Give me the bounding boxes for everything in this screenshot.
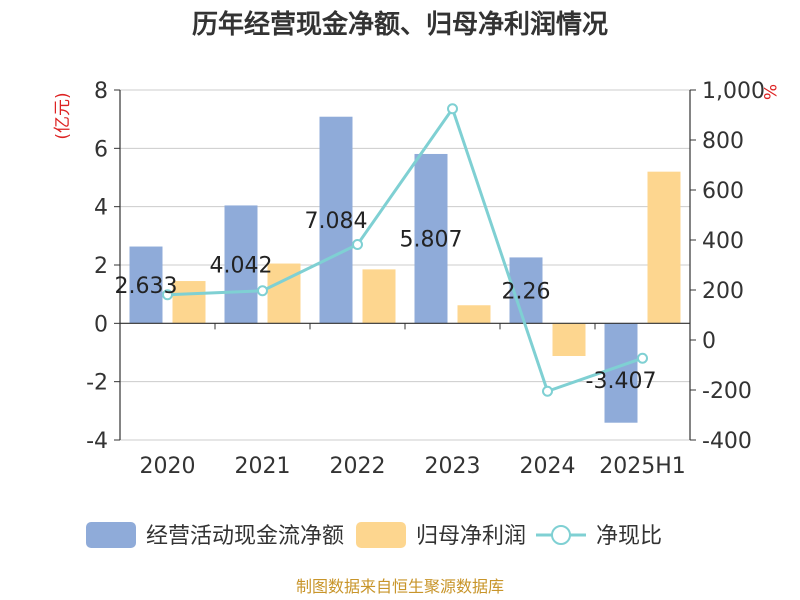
left-tick-label: -4 bbox=[86, 429, 108, 454]
x-tick-label: 2020 bbox=[140, 454, 196, 479]
line-point-2024 bbox=[542, 385, 553, 397]
right-tick-label: 800 bbox=[702, 129, 744, 154]
line-point-2025H1 bbox=[637, 352, 648, 364]
bar-1-2025H1 bbox=[647, 171, 681, 324]
legend-label-2: 净现比 bbox=[596, 524, 662, 549]
data-label-2022: 7.084 bbox=[305, 209, 368, 234]
line-point-2022 bbox=[352, 239, 363, 250]
x-tick-label: 2022 bbox=[330, 454, 386, 479]
bar-0-2020 bbox=[129, 246, 163, 324]
data-label-2021: 4.042 bbox=[210, 253, 273, 278]
bar-0-2025H1 bbox=[604, 323, 638, 423]
left-tick-label: 0 bbox=[94, 312, 108, 337]
x-tick-label: 2021 bbox=[235, 454, 291, 479]
x-tick-label: 2023 bbox=[425, 454, 481, 479]
legend-swatch-marker bbox=[551, 525, 571, 545]
data-label-2023: 5.807 bbox=[400, 228, 463, 253]
bar-0-2021 bbox=[224, 205, 258, 324]
right-tick-label: -200 bbox=[702, 379, 752, 404]
bar-1-2020 bbox=[172, 281, 206, 324]
legend-label-0: 经营活动现金流净额 bbox=[146, 524, 344, 549]
right-tick-label: 400 bbox=[702, 229, 744, 254]
left-tick-label: 6 bbox=[94, 137, 108, 162]
legend-label-1: 归母净利润 bbox=[416, 524, 526, 549]
source-note: 制图数据来自恒生聚源数据库 bbox=[296, 577, 504, 596]
line-path bbox=[167, 105, 643, 394]
legend: 经营活动现金流净额 归母净利润 净现比 bbox=[86, 522, 662, 549]
right-axis-unit: % bbox=[759, 84, 779, 100]
data-label-2020: 2.633 bbox=[115, 274, 178, 299]
left-tick-label: 8 bbox=[94, 79, 108, 104]
bar-1-2023 bbox=[457, 305, 491, 324]
axes: -4 -2 0 2 4 6 8 -400 -200 0 200 400 600 800 1,000 2020 2… bbox=[86, 79, 765, 479]
right-tick-label: 600 bbox=[702, 179, 744, 204]
data-label-2024: 2.26 bbox=[502, 279, 551, 304]
right-tick-label: 200 bbox=[702, 279, 744, 304]
bar-0-2023 bbox=[414, 153, 448, 324]
left-tick-label: 2 bbox=[94, 254, 108, 279]
bar-1-2024 bbox=[552, 323, 586, 356]
x-tick-label: 2025H1 bbox=[599, 454, 686, 479]
bar-group bbox=[129, 116, 681, 423]
legend-swatch-1 bbox=[356, 522, 406, 548]
bar-0-2022 bbox=[319, 116, 353, 324]
legend-swatch-0 bbox=[86, 522, 136, 548]
line-point-2020 bbox=[162, 289, 173, 301]
data-labels: 2.633 4.042 7.084 5.807 2.26 -3.407 bbox=[115, 209, 657, 394]
line-series bbox=[162, 103, 648, 397]
right-tick-label: -400 bbox=[702, 429, 752, 454]
bar-1-2022 bbox=[362, 269, 396, 324]
left-axis-unit: (亿元) bbox=[53, 92, 73, 139]
right-tick-label: 1,000 bbox=[702, 79, 765, 104]
left-tick-label: -2 bbox=[86, 371, 108, 396]
line-point-2021 bbox=[257, 285, 268, 297]
chart-title: 历年经营现金净额、归母净利润情况 bbox=[192, 9, 608, 40]
data-label-2025H1: -3.407 bbox=[586, 369, 657, 394]
right-tick-label: 0 bbox=[702, 329, 716, 354]
left-tick-label: 4 bbox=[94, 196, 108, 221]
x-tick-label: 2024 bbox=[520, 454, 576, 479]
line-point-2023 bbox=[447, 103, 458, 115]
